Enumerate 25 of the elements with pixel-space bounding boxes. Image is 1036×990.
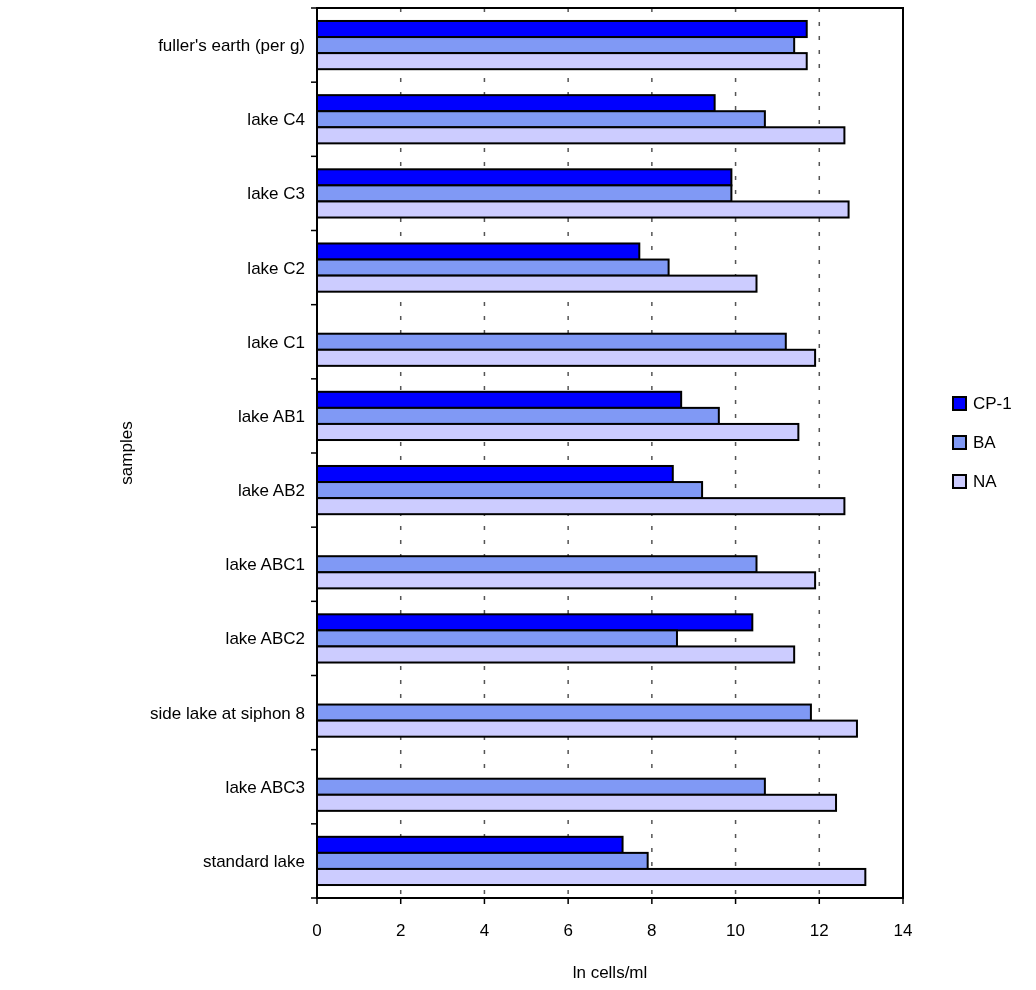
legend-label: NA [973, 471, 998, 491]
x-tick-label: 4 [479, 921, 490, 940]
x-tick-label: 6 [563, 921, 573, 940]
y-tick-label: fuller's earth (per g) [158, 36, 305, 56]
y-tick-label: lake C3 [247, 184, 305, 204]
x-tick-label: 0 [312, 921, 322, 940]
x-axis-title: ln cells/ml [572, 963, 648, 982]
y-tick-label: side lake at siphon 8 [150, 703, 305, 723]
y-tick-label: lake C1 [247, 332, 305, 352]
y-tick-label: lake AB1 [237, 406, 305, 426]
x-tick-label: 8 [647, 921, 657, 940]
y-axis-title: samples [117, 421, 136, 485]
y-tick-label: lake ABC3 [225, 777, 305, 797]
y-tick-label: lake ABC2 [225, 629, 305, 649]
y-tick-label: lake C2 [247, 258, 305, 278]
y-tick-label: lake AB2 [237, 481, 305, 501]
y-tick-label: lake C4 [247, 110, 305, 130]
x-tick-label: 2 [395, 921, 406, 940]
x-tick-label: 12 [809, 921, 829, 940]
y-tick-label: standard lake [202, 851, 305, 871]
x-tick-label: 14 [893, 921, 913, 940]
x-tick-label: 10 [726, 921, 746, 940]
legend-label: BA [973, 432, 997, 452]
legend-label: CP-1 [973, 393, 1012, 413]
y-tick-label: lake ABC1 [225, 555, 305, 575]
